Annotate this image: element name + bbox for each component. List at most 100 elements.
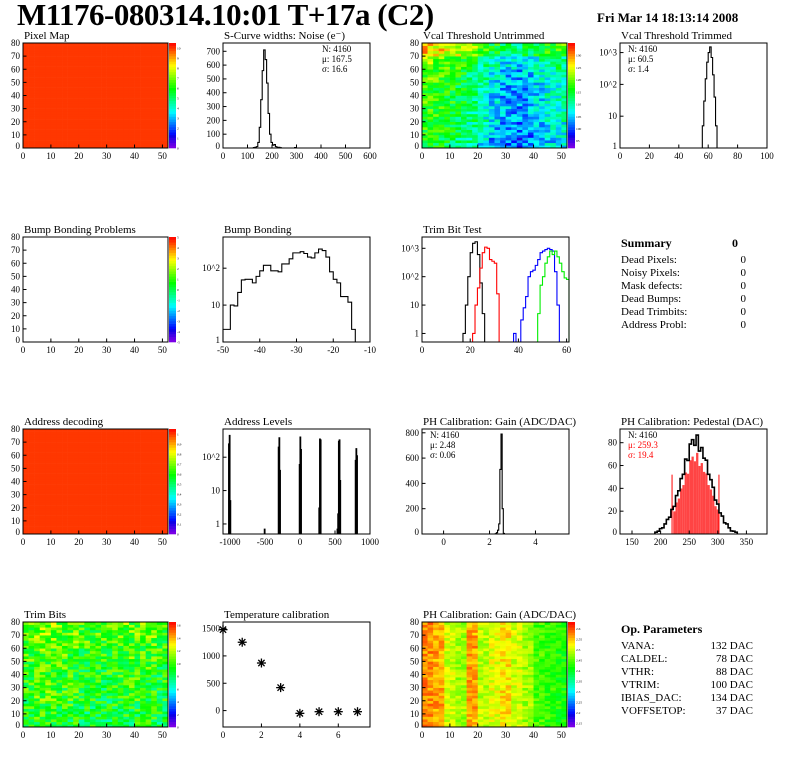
heatmap-cell (539, 124, 545, 128)
heatmap-cell (95, 457, 102, 461)
heatmap-cell (151, 499, 158, 503)
heatmap-cell (123, 632, 130, 636)
heatmap-cell (34, 121, 41, 125)
heatmap-cell (95, 518, 102, 522)
heatmap-cell (128, 653, 135, 657)
heatmap-cell (78, 142, 85, 146)
heatmap-cell (56, 460, 63, 464)
heatmap-cell (95, 716, 102, 720)
heatmap-cell (34, 528, 41, 532)
colorbar-swatch (568, 129, 575, 133)
heatmap-cell (112, 656, 119, 660)
heatmap-cell (516, 98, 523, 102)
heatmap-cell (78, 457, 85, 461)
heatmap-cell (500, 137, 506, 141)
heatmap-cell (95, 499, 102, 503)
heatmap-cell (145, 45, 152, 49)
heatmap-cell (140, 111, 146, 115)
heatmap-cell (101, 43, 107, 46)
heatmap-cell (151, 142, 158, 146)
heatmap-cell (23, 721, 29, 725)
heatmap-cell (106, 447, 113, 451)
heatmap-cell (73, 132, 80, 136)
heatmap-cell (128, 473, 135, 477)
heatmap-cell (145, 510, 152, 514)
heatmap-cell (433, 690, 440, 694)
heatmap-cell (555, 132, 562, 136)
data-point (276, 683, 286, 693)
heatmap-cell (433, 98, 440, 102)
heatmap-cell (533, 132, 540, 136)
heatmap-cell (134, 66, 141, 70)
heatmap-cell (140, 74, 146, 78)
heatmap-cell (28, 484, 35, 488)
colorbar-swatch (169, 692, 176, 696)
x-tick-label: 6 (336, 730, 341, 740)
heatmap-cell (494, 119, 501, 123)
heatmap-cell (28, 48, 35, 52)
heatmap-cell (28, 108, 35, 112)
heatmap-cell (106, 473, 113, 477)
heatmap-cell (78, 121, 85, 125)
heatmap-cell (134, 624, 141, 628)
heatmap-cell (145, 666, 152, 670)
heatmap-cell (123, 486, 130, 490)
heatmap-cell (140, 531, 146, 535)
heatmap-cell (151, 700, 158, 704)
heatmap-cell (128, 119, 135, 123)
heatmap-cell (134, 526, 141, 530)
heatmap-cell (45, 85, 52, 88)
heatmap-cell (427, 632, 434, 636)
heatmap-cell (39, 82, 46, 86)
heatmap-cell (62, 513, 68, 516)
heatmap-cell (23, 473, 29, 477)
heatmap-cell (78, 64, 85, 67)
heatmap-cell (112, 489, 119, 493)
heatmap-cell (84, 119, 91, 123)
heatmap-cell (162, 58, 169, 62)
heatmap-cell (455, 132, 462, 136)
heatmap-cell (89, 45, 96, 49)
colorbar-swatch (169, 106, 176, 109)
heatmap-cell (101, 79, 107, 83)
heatmap-cell (123, 142, 130, 146)
heatmap-cell (561, 48, 568, 52)
heatmap-cell (433, 87, 440, 91)
heatmap-cell (117, 439, 124, 443)
heatmap-cell (45, 142, 52, 146)
heatmap-cell (56, 510, 63, 514)
heatmap-cell (117, 690, 124, 694)
heatmap-cell (140, 664, 146, 667)
heatmap-cell (422, 66, 428, 70)
heatmap-cell (28, 137, 35, 141)
heatmap-cell (151, 484, 158, 488)
heatmap-cell (112, 436, 119, 440)
heatmap-cell (117, 528, 124, 532)
heatmap-cell (422, 656, 428, 660)
heatmap-cell (112, 473, 119, 477)
heatmap-cell (140, 127, 146, 130)
heatmap-cell (106, 61, 113, 65)
heatmap-cell (23, 450, 29, 453)
heatmap-cell (455, 61, 462, 65)
heatmap-cell (50, 442, 57, 446)
heatmap-cell (162, 700, 169, 704)
heatmap-cell (112, 111, 119, 115)
heatmap-cell (449, 58, 456, 62)
heatmap-cell (106, 669, 113, 673)
heatmap-cell (145, 682, 152, 686)
heatmap-cell (117, 706, 124, 709)
heatmap-cell (23, 507, 29, 511)
heatmap-cell (151, 523, 158, 527)
y-tick-label: 1500 (202, 624, 221, 634)
heatmap-cell (123, 624, 130, 628)
heatmap-cell (527, 82, 534, 86)
heatmap-cell (494, 127, 501, 130)
heatmap-cell (23, 50, 29, 54)
heatmap-cell (73, 434, 80, 438)
heatmap-cell (461, 121, 467, 125)
colorbar-swatch (568, 106, 575, 109)
heatmap-cell (477, 79, 484, 83)
x-tick-label: 20 (74, 730, 84, 740)
heatmap-cell (483, 145, 490, 149)
